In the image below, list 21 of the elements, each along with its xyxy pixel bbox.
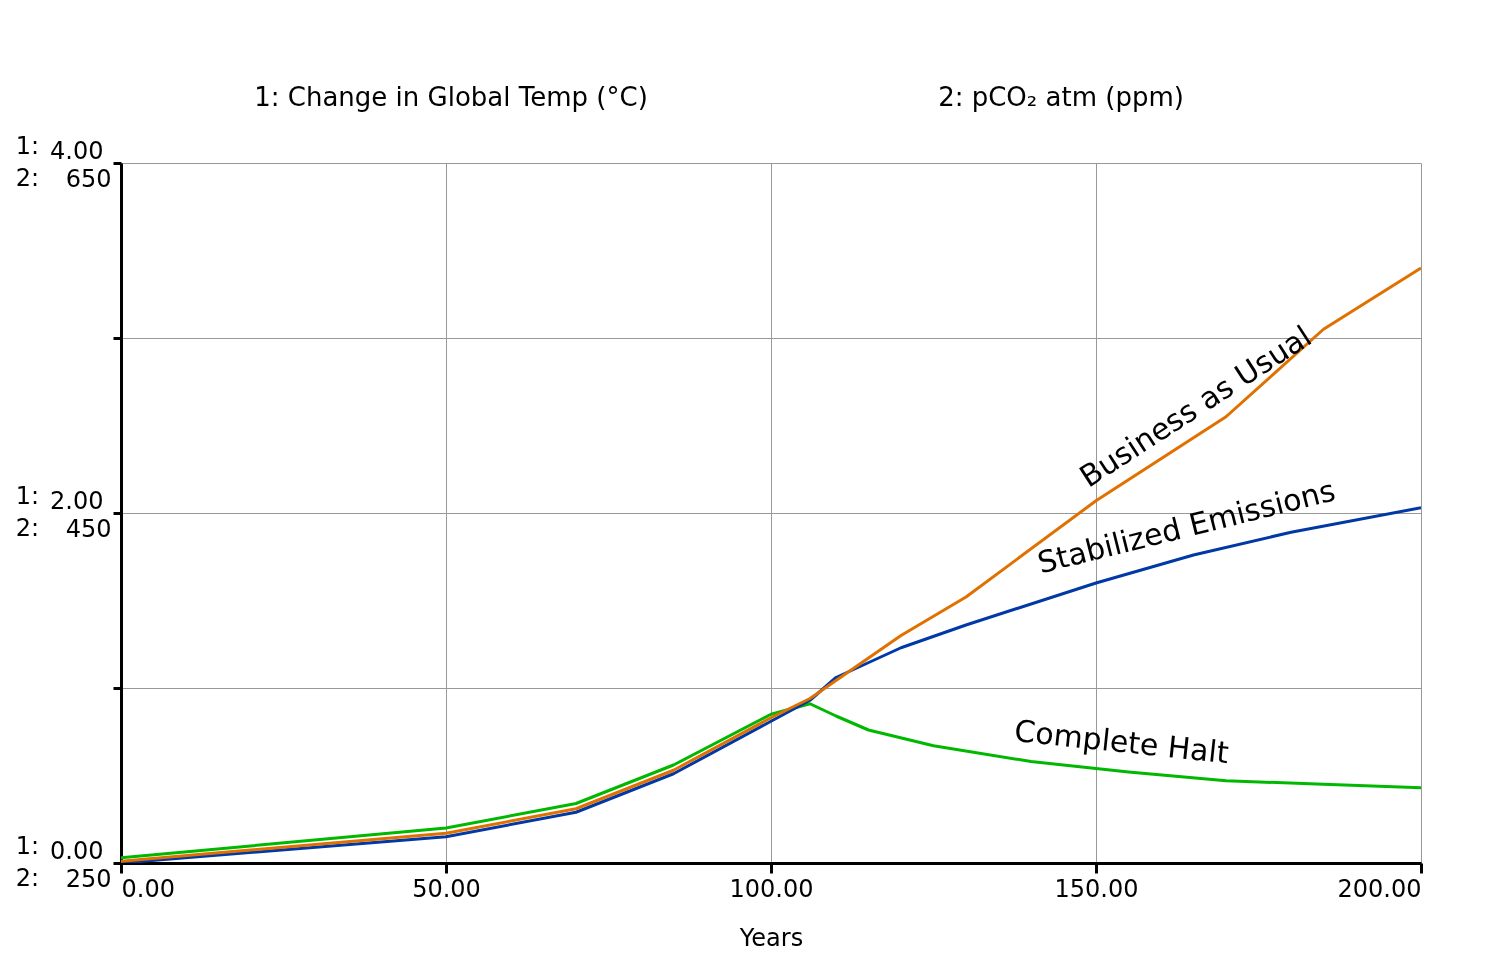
y-tick-label: 4.00	[50, 136, 104, 165]
y2-tick-label: 450	[65, 514, 112, 543]
y2-tick-label: 250	[65, 864, 112, 893]
text: Complete Halt	[1012, 712, 1231, 771]
text: 1: Change in Global Temp (°C)	[254, 82, 648, 112]
y2-tick-label: 650	[65, 164, 112, 193]
text: 2:	[15, 514, 39, 542]
x-tick-label: 200.00	[1337, 874, 1422, 903]
x-tick-label: 150.00	[1054, 874, 1139, 903]
y-tick-label: 2.00	[50, 486, 104, 515]
y-tick-label: 0.00	[50, 836, 104, 865]
x-tick-label: 100.00	[729, 874, 814, 903]
text: 2:	[15, 864, 39, 892]
text: 2: pCO₂ atm (ppm)	[938, 82, 1184, 112]
text: 1:	[15, 132, 39, 160]
text: 1:	[15, 482, 39, 510]
x-tick-label: 0.00	[121, 874, 175, 903]
text: 2:	[15, 164, 39, 192]
x-tick-label: 50.00	[412, 874, 481, 903]
text: 1:	[15, 832, 39, 860]
x-axis-title: Years	[738, 923, 804, 952]
